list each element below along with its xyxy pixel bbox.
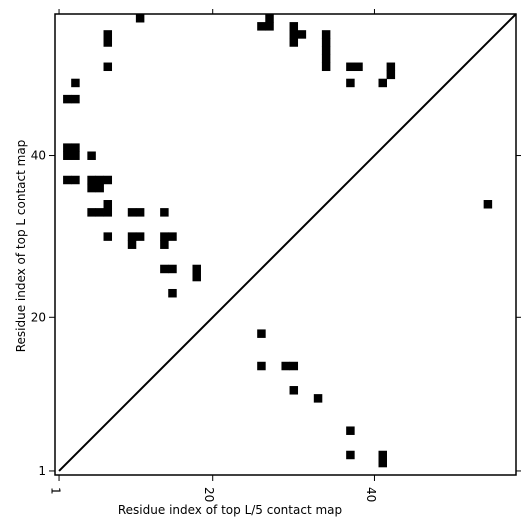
contact-cell-upper [289, 38, 299, 47]
contact-cell-upper [289, 30, 299, 39]
contact-cell-lower [289, 386, 299, 395]
contact-cell-upper [103, 62, 113, 72]
contact-cell-upper [297, 30, 307, 39]
contact-cell-lower [378, 450, 387, 460]
y-tick-label: 20 [31, 310, 46, 324]
contact-cell-upper [160, 232, 169, 241]
contact-cell-lower [281, 361, 290, 371]
contact-cell-upper [321, 46, 331, 55]
contact-cell-upper [71, 143, 80, 152]
contact-cell-upper [168, 264, 177, 274]
contact-cell-upper [71, 94, 80, 104]
contact-cell-upper [71, 151, 80, 160]
contact-cell-upper [321, 38, 331, 47]
x-tick-label: 20 [202, 487, 216, 502]
contact-cell-lower [346, 426, 355, 435]
contact-cell-upper [127, 208, 137, 217]
contact-cell-upper [265, 22, 274, 31]
contact-cell-upper [87, 175, 96, 185]
contact-cell-upper [378, 78, 387, 88]
contact-cell-upper [63, 151, 72, 160]
contact-cell-upper [257, 22, 266, 31]
y-tick-label: 1 [38, 464, 46, 478]
contact-cell-upper [265, 14, 274, 23]
contact-cell-upper [71, 78, 80, 88]
contact-cell-upper [386, 62, 396, 72]
contact-cell-upper [289, 22, 299, 31]
contact-cell-upper [103, 38, 113, 47]
contact-cell-upper [135, 208, 145, 217]
contact-cell-upper [192, 264, 201, 274]
diagonal-line [58, 13, 517, 472]
x-tick-label: 1 [49, 487, 63, 495]
contact-cell-upper [386, 70, 396, 80]
y-tick-label: 40 [31, 149, 46, 163]
contact-cells [63, 14, 493, 468]
contact-cell-upper [192, 272, 201, 282]
contact-cell-upper [321, 30, 331, 39]
contact-cell-upper [103, 232, 113, 241]
contact-cell-upper [103, 30, 113, 39]
contact-cell-upper [354, 62, 363, 72]
contact-cell-upper [127, 240, 137, 249]
x-axis-label: Residue index of top L/5 contact map [118, 503, 342, 517]
contact-cell-lower [346, 450, 355, 460]
contact-cell-upper [160, 264, 169, 274]
contact-cell-upper [160, 240, 169, 249]
contact-cell-upper [103, 175, 113, 185]
contact-cell-upper [103, 208, 113, 217]
contact-cell-upper [95, 175, 104, 185]
contact-cell-upper [168, 232, 177, 241]
x-tick-label: 40 [364, 487, 378, 502]
contact-cell-upper [95, 208, 104, 217]
contact-cell-upper [63, 94, 72, 104]
contact-cell-upper [135, 232, 145, 241]
contact-cell-lower [378, 458, 387, 468]
contact-cell-upper [135, 14, 145, 23]
contact-cell-lower [483, 200, 493, 209]
contact-cell-upper [103, 200, 113, 209]
contact-cell-upper [127, 232, 137, 241]
contact-cell-upper [87, 183, 96, 193]
axis-ticks: 1 20 40 1 20 40 [31, 9, 521, 502]
plot-frame [54, 13, 517, 476]
contact-cell-upper [95, 183, 104, 193]
contact-cell-upper [87, 151, 96, 160]
contact-cell-upper [346, 62, 355, 72]
contact-cell-upper [168, 288, 177, 298]
contact-cell-upper [321, 62, 331, 72]
contact-cell-lower [257, 329, 266, 338]
contact-cell-lower [313, 394, 323, 403]
contact-cell-lower [257, 361, 266, 371]
contact-cell-upper [346, 78, 355, 88]
contact-cell-upper [63, 175, 72, 185]
contact-cell-upper [160, 208, 169, 217]
contact-cell-upper [63, 143, 72, 152]
contact-cell-upper [321, 54, 331, 63]
y-axis-label: Residue index of top L contact map [14, 140, 28, 353]
contact-cell-upper [87, 208, 96, 217]
contact-cell-upper [71, 175, 80, 185]
contact-cell-lower [289, 361, 299, 371]
